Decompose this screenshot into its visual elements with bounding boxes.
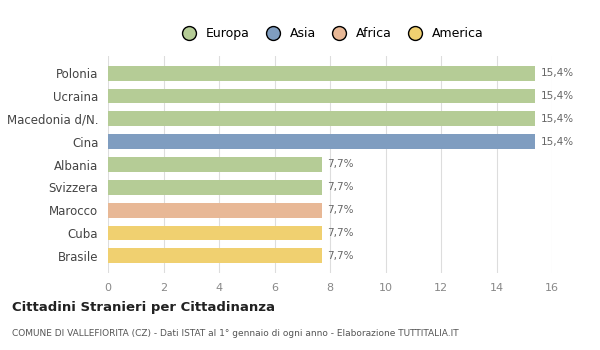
Text: 15,4%: 15,4% xyxy=(541,114,574,124)
Text: 7,7%: 7,7% xyxy=(327,205,354,215)
Bar xyxy=(108,203,322,217)
Text: 7,7%: 7,7% xyxy=(327,228,354,238)
Bar xyxy=(108,180,322,195)
Text: 7,7%: 7,7% xyxy=(327,160,354,169)
Text: 7,7%: 7,7% xyxy=(327,182,354,192)
Bar xyxy=(108,134,535,149)
Bar xyxy=(108,66,535,81)
Bar xyxy=(108,157,322,172)
Bar xyxy=(108,225,322,240)
Bar xyxy=(108,89,535,104)
Text: 15,4%: 15,4% xyxy=(541,91,574,101)
Legend: Europa, Asia, Africa, America: Europa, Asia, Africa, America xyxy=(171,22,489,46)
Bar xyxy=(108,248,322,263)
Text: 7,7%: 7,7% xyxy=(327,251,354,261)
Text: COMUNE DI VALLEFIORITA (CZ) - Dati ISTAT al 1° gennaio di ogni anno - Elaborazio: COMUNE DI VALLEFIORITA (CZ) - Dati ISTAT… xyxy=(12,329,458,338)
Text: Cittadini Stranieri per Cittadinanza: Cittadini Stranieri per Cittadinanza xyxy=(12,301,275,314)
Text: 15,4%: 15,4% xyxy=(541,68,574,78)
Text: 15,4%: 15,4% xyxy=(541,137,574,147)
Bar xyxy=(108,112,535,126)
